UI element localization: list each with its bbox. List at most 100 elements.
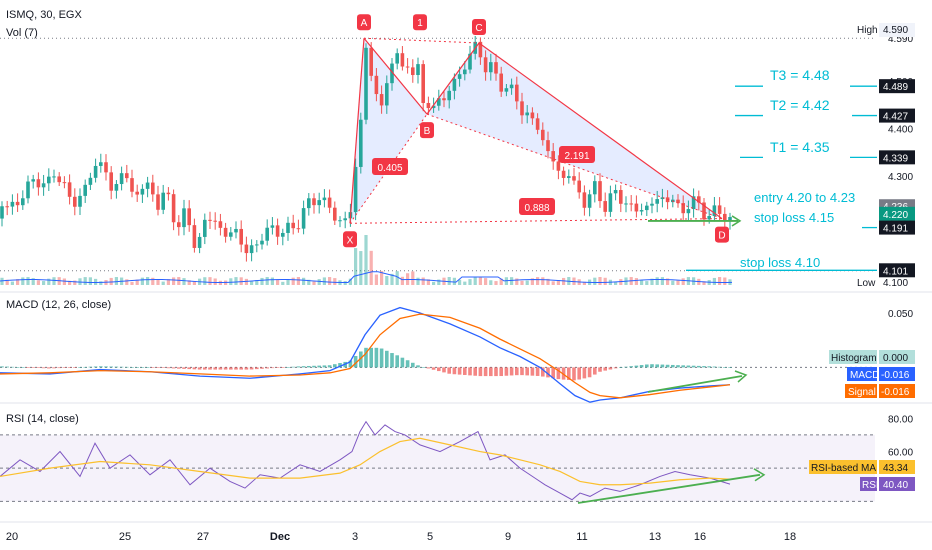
time-axis: 20 25 27 Dec 3 5 9 11 13 16 18: [6, 531, 796, 543]
volume-bar: [385, 276, 389, 285]
macd-histogram-bar: [338, 363, 342, 368]
macd-histogram-bar: [676, 365, 680, 368]
volume-bar: [333, 278, 337, 285]
macd-histogram-bar: [166, 367, 171, 369]
macd-histogram-bar: [671, 364, 675, 368]
fib-ratio-labels: 0.405 2.191 0.888: [372, 146, 595, 215]
macd-histogram-bar: [249, 367, 254, 370]
candle-body: [447, 90, 451, 101]
volume-bar: [452, 277, 456, 285]
candle-body: [717, 205, 722, 214]
volume-bar: [31, 278, 35, 285]
macd-histogram-bar: [478, 367, 483, 377]
volume-bar: [229, 278, 233, 285]
volume-bar: [328, 277, 332, 285]
candle-body: [296, 228, 301, 230]
candle-body: [317, 200, 321, 206]
support-arrow-head: [731, 215, 742, 227]
macd-histogram-bar: [650, 364, 654, 368]
macd-histogram-bar: [379, 348, 384, 368]
volume-bar: [307, 279, 311, 285]
volume-bar: [556, 280, 560, 285]
rsi-pane[interactable]: 80.00 60.00: [0, 414, 913, 504]
volume-bar: [213, 278, 217, 285]
macd-histogram-bar: [182, 367, 186, 369]
ratio-label: 0.405: [377, 163, 402, 174]
candle-body: [52, 176, 56, 178]
candle-body: [530, 112, 535, 119]
entry-label: entry 4.20 to 4.23: [754, 190, 855, 205]
volume-bar: [244, 278, 248, 285]
macd-histogram-bar: [208, 367, 212, 370]
macd-histogram-bar: [229, 367, 233, 370]
candle-body: [343, 218, 347, 221]
volume-bar: [484, 278, 488, 285]
price-pane[interactable]: X A B C D 1 0.405 2.191 0.888: [0, 14, 877, 285]
candle-body: [15, 201, 20, 206]
macd-histogram-bar: [88, 366, 93, 368]
candle-body: [431, 105, 436, 109]
volume-bar: [400, 276, 404, 285]
candle-body: [587, 194, 592, 208]
candle-layer: [0, 35, 732, 262]
candle-body: [483, 57, 488, 73]
volume-bar: [598, 277, 602, 285]
time-tick: 25: [119, 531, 131, 543]
candle-body: [504, 88, 509, 92]
volume-bar: [551, 281, 555, 285]
rsi-ma-line: [0, 437, 731, 486]
volume-bar: [135, 279, 139, 285]
candle-body: [421, 64, 425, 103]
rsi-ma-label-bg: [809, 460, 877, 474]
candle-body: [400, 53, 405, 67]
candle-body: [515, 84, 519, 102]
candle-body: [457, 74, 462, 79]
volume-bar: [250, 281, 254, 285]
candle-body: [26, 181, 30, 199]
volume-bar: [530, 278, 534, 285]
macd-histogram-bar: [234, 367, 238, 370]
point-label-1: 1: [417, 18, 423, 29]
macd-histogram-bar: [629, 366, 633, 368]
candle-body: [218, 221, 223, 228]
target-t1-label: T1 = 4.35: [770, 139, 830, 155]
price-tag-sl1: 4.191: [883, 224, 908, 235]
macd-histogram-bar: [390, 353, 394, 368]
macd-histogram-bar: [31, 367, 35, 368]
macd-pane[interactable]: 0.050: [0, 306, 913, 403]
volume-bar: [270, 277, 274, 285]
volume-bar: [239, 277, 243, 285]
macd-histogram-bar: [109, 366, 113, 368]
macd-histogram-bar: [218, 367, 223, 370]
candle-body: [73, 196, 77, 207]
volume-bar: [255, 280, 259, 285]
point-label-bg: [343, 231, 357, 248]
candle-body: [104, 162, 108, 173]
candle-body: [655, 199, 659, 204]
point-label-d: D: [718, 231, 725, 242]
macd-histogram-bar: [114, 366, 119, 368]
volume-bar: [286, 279, 290, 285]
macd-histogram-bar: [634, 365, 639, 368]
time-tick: Dec: [270, 531, 290, 543]
volume-bar: [265, 277, 269, 285]
macd-histogram-bar: [520, 367, 524, 376]
point-label-c: C: [475, 23, 482, 34]
macd-histogram-bar: [213, 367, 217, 370]
histogram-label-bg: [829, 350, 877, 364]
macd-histogram-bar: [593, 367, 597, 375]
candle-body: [21, 198, 25, 206]
macd-histogram-bar: [140, 367, 145, 368]
macd-histogram-bar: [265, 367, 269, 369]
ac-ratio-line: [363, 37, 480, 44]
candle-body: [62, 182, 67, 184]
volume-bar: [166, 279, 170, 285]
macd-divergence-line: [647, 375, 743, 393]
candle-body: [208, 219, 212, 221]
volume-title: Vol (7): [6, 27, 38, 39]
volume-bar: [582, 281, 586, 285]
price-tag-bg: [879, 206, 915, 221]
volume-bar: [317, 279, 321, 285]
volume-bar: [640, 280, 644, 285]
